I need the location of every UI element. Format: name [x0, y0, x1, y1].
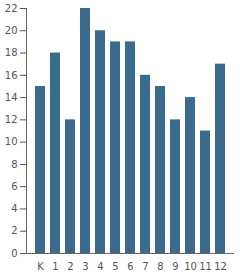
- svg-text:0: 0: [11, 248, 17, 259]
- svg-text:2: 2: [67, 261, 73, 272]
- svg-text:1: 1: [52, 261, 58, 272]
- svg-text:2: 2: [11, 225, 17, 236]
- svg-text:18: 18: [5, 47, 18, 58]
- svg-text:4: 4: [97, 261, 103, 272]
- svg-text:11: 11: [199, 261, 212, 272]
- svg-text:8: 8: [11, 159, 17, 170]
- svg-text:6: 6: [11, 181, 17, 192]
- svg-text:20: 20: [5, 25, 18, 36]
- svg-text:3: 3: [82, 261, 88, 272]
- svg-text:22: 22: [5, 3, 18, 14]
- svg-text:12: 12: [5, 114, 18, 125]
- svg-text:10: 10: [184, 261, 197, 272]
- svg-text:7: 7: [142, 261, 148, 272]
- svg-text:9: 9: [172, 261, 178, 272]
- svg-text:10: 10: [5, 136, 18, 147]
- svg-text:5: 5: [112, 261, 118, 272]
- svg-text:12: 12: [214, 261, 227, 272]
- svg-text:6: 6: [127, 261, 133, 272]
- svg-text:4: 4: [11, 203, 17, 214]
- svg-text:14: 14: [5, 92, 18, 103]
- svg-text:8: 8: [157, 261, 163, 272]
- svg-text:16: 16: [5, 70, 18, 81]
- svg-text:K: K: [37, 261, 44, 272]
